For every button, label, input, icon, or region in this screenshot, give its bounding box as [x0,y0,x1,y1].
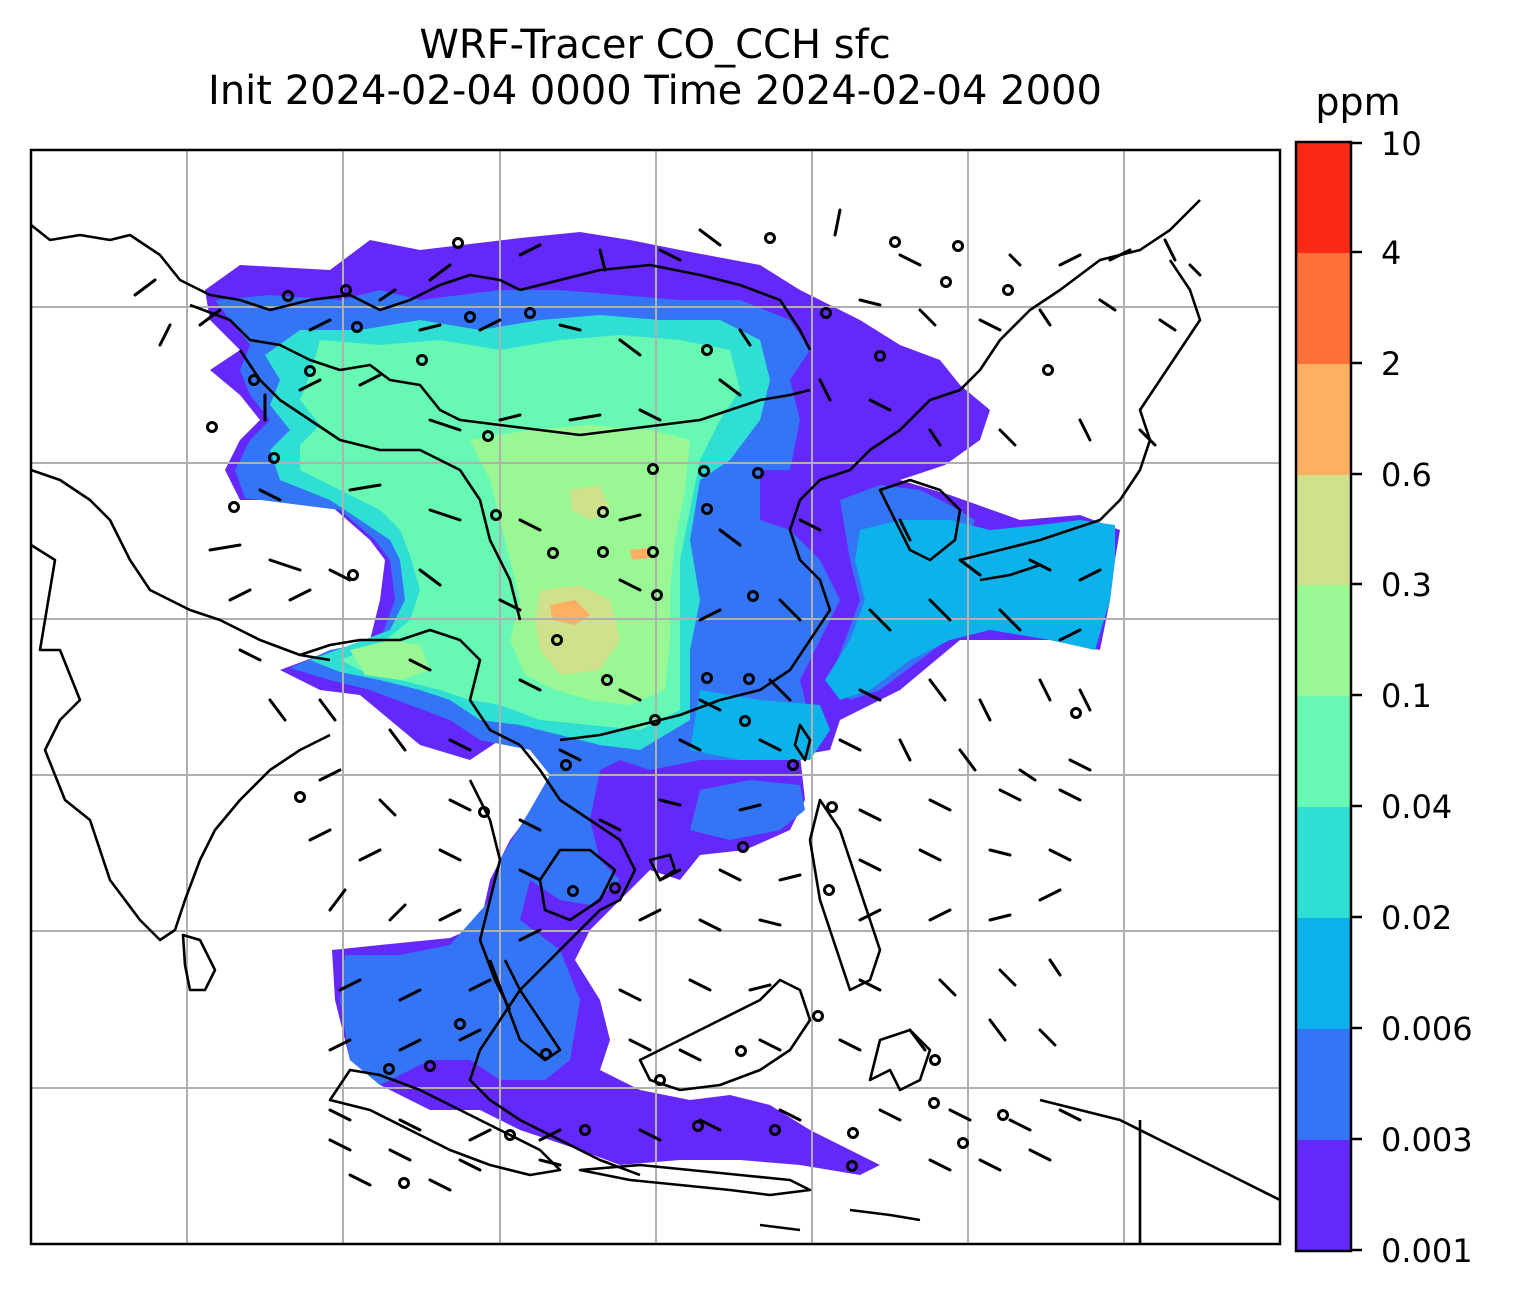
sumatra [328,1068,562,1177]
title-line-2: Init 2024-02-04 0000 Time 2024-02-04 200… [208,68,1102,114]
gulf-of-thailand [538,848,617,922]
philippines [808,798,882,992]
colorbar-segment-7 [1296,363,1351,475]
colorbar-tick-label-1: 0.003 [1381,1121,1473,1159]
gridlines [31,150,1280,1244]
colorbar-tick-label-6: 0.3 [1381,566,1432,604]
java [578,1163,812,1197]
concentration-band-0.003-south [690,780,805,840]
china-west-border [238,349,522,621]
japan [959,259,1202,582]
colorbar-segment-5 [1296,584,1351,696]
korea [878,478,962,562]
mongolia-border [519,263,812,351]
china-coast [559,199,1201,742]
colorbar-segment-1 [1296,1028,1351,1140]
colorbar-segment-4 [1296,695,1351,807]
taiwan [793,723,812,762]
colorbar-tick-label-7: 0.6 [1381,456,1432,494]
colorbar-segment-9 [1296,142,1351,253]
coastlines-and-borders [31,199,1280,1244]
colorbar: 0.001 0.003 0.006 0.02 0.04 0.1 0.3 0.6 … [1294,125,1473,1270]
malay-peninsula [488,959,562,1062]
mekong-region [468,779,512,1011]
colorbar-frame [1294,140,1353,1253]
colorbar-tick-label-2: 0.006 [1381,1010,1473,1048]
indochina-coast [468,744,641,1177]
wind-barbs [133,208,1202,1192]
colorbar-tick-label-0: 0.001 [1381,1232,1473,1270]
colorbar-tick-label-10: 10 [1381,125,1422,163]
border-central-asia [189,303,811,437]
map-title: WRF-Tracer CO_CCH sfc Init 2024-02-04 00… [30,22,1280,114]
colorbar-tick-label-8: 2 [1381,345,1401,383]
calm-wind-markers [206,232,1082,1189]
border-north [31,223,521,312]
west-border [31,468,331,662]
colorbar-segment-8 [1296,252,1351,364]
concentration-band-0.1-west [350,640,430,680]
new-guinea [1039,1098,1280,1244]
hainan [648,853,677,882]
colorbar-tick-label-9: 4 [1381,234,1401,272]
map-frame [29,148,1282,1246]
colorbar-tick-label-5: 0.1 [1381,677,1432,715]
colorbar-unit-label: ppm [1315,80,1401,124]
sulawesi [868,1028,932,1092]
colorbar-segment-2 [1296,917,1351,1029]
lesser-sunda [759,1208,921,1232]
colorbar-segment-0 [1296,1139,1351,1251]
concentration-band-0.1 [470,425,690,705]
himalaya-border [299,628,521,747]
title-line-1: WRF-Tracer CO_CCH sfc [419,22,891,68]
borneo [638,978,812,1092]
concentration-band-0.6-b [630,548,650,560]
colorbar-tick-label-4: 0.04 [1381,788,1452,826]
colorbar-ticks [1351,141,1362,1252]
sri-lanka [181,933,217,992]
colorbar-tick-label-3: 0.02 [1381,899,1452,937]
india-coastline [31,543,331,942]
colorbar-segment-3 [1296,806,1351,918]
colorbar-segment-6 [1296,474,1351,585]
